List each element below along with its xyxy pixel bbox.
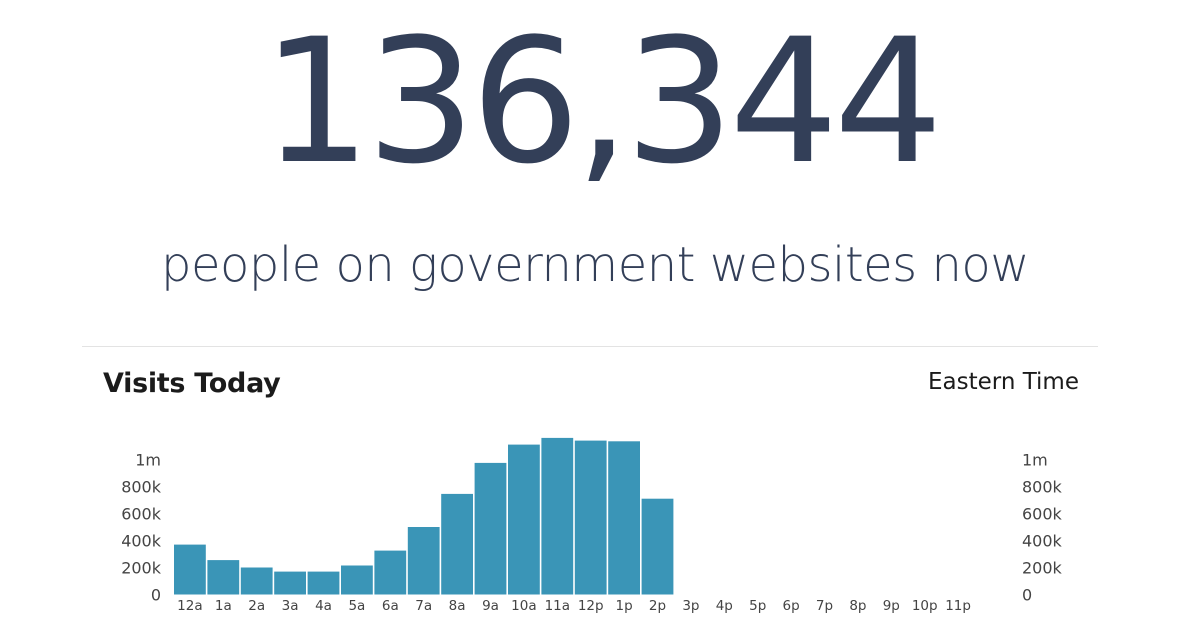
bar-7a — [407, 527, 440, 595]
y-tick-label-left: 600k — [121, 505, 162, 524]
visits-bar-chart: 12a 1a 2a 3a 4a 5a 6a 7a 8a 9a 10a 11a 12p 1p 2p 3p 4p 5p… — [121, 437, 1063, 614]
x-tick-label: 3p — [682, 598, 699, 614]
x-tick-label: 3a — [282, 598, 299, 614]
y-tick-label-right: 800k — [1022, 478, 1063, 497]
y-tick-label-right: 600k — [1022, 505, 1063, 524]
y-tick-label-left: 800k — [121, 478, 162, 497]
x-tick-label: 10a — [511, 598, 536, 614]
x-tick-label: 8a — [449, 598, 466, 614]
x-tick-label: 5p — [749, 598, 766, 614]
section-divider — [82, 346, 1098, 347]
x-tick-label: 9a — [482, 598, 499, 614]
bar-1a — [207, 560, 240, 595]
x-tick-label: 10p — [912, 598, 938, 614]
bar-12p — [574, 440, 607, 595]
x-tick-label: 12a — [177, 598, 202, 614]
bar-3a — [274, 571, 306, 595]
y-tick-label-right: 400k — [1022, 532, 1063, 551]
x-tick-label: 7a — [415, 598, 432, 614]
y-tick-label-right: 1m — [1022, 451, 1048, 470]
y-tick-label-right: 200k — [1022, 559, 1063, 578]
x-tick-label: 12p — [578, 598, 604, 614]
x-tick-label: 1a — [215, 598, 232, 614]
section-title: Visits Today — [103, 368, 281, 399]
x-tick-label: 6a — [382, 598, 399, 614]
bar-11a — [541, 437, 574, 595]
x-tick-label: 2p — [649, 598, 666, 614]
bar-10a — [508, 444, 540, 595]
y-tick-label-right: 0 — [1022, 586, 1032, 605]
x-tick-label: 9p — [883, 598, 900, 614]
bar-2a — [240, 567, 273, 595]
bar-4a — [307, 571, 340, 595]
x-tick-label: 6p — [783, 598, 800, 614]
x-tick-label: 4p — [716, 598, 733, 614]
y-tick-label-left: 200k — [121, 559, 162, 578]
y-tick-label-left: 1m — [135, 451, 161, 470]
x-tick-label: 7p — [816, 598, 833, 614]
x-tick-label: 5a — [348, 598, 365, 614]
bar-9a — [474, 462, 507, 595]
bar-5a — [341, 565, 373, 595]
x-tick-label: 4a — [315, 598, 332, 614]
x-tick-label: 8p — [849, 598, 866, 614]
y-tick-label-left: 400k — [121, 532, 162, 551]
timezone-label: Eastern Time — [927, 369, 1079, 395]
bar-2p — [641, 498, 674, 595]
x-tick-label: 1p — [616, 598, 633, 614]
bar-6a — [374, 550, 407, 595]
y-tick-label-left: 0 — [151, 586, 161, 605]
x-tick-label: 11a — [545, 598, 570, 614]
x-tick-label: 11p — [945, 598, 971, 614]
visitor-count: 136,344 — [261, 1, 943, 202]
x-tick-label: 2a — [248, 598, 265, 614]
bar-1p — [608, 441, 640, 595]
visitor-caption: people on government websites now — [161, 237, 1029, 293]
bar-12a — [174, 544, 206, 595]
bar-8a — [441, 493, 473, 595]
